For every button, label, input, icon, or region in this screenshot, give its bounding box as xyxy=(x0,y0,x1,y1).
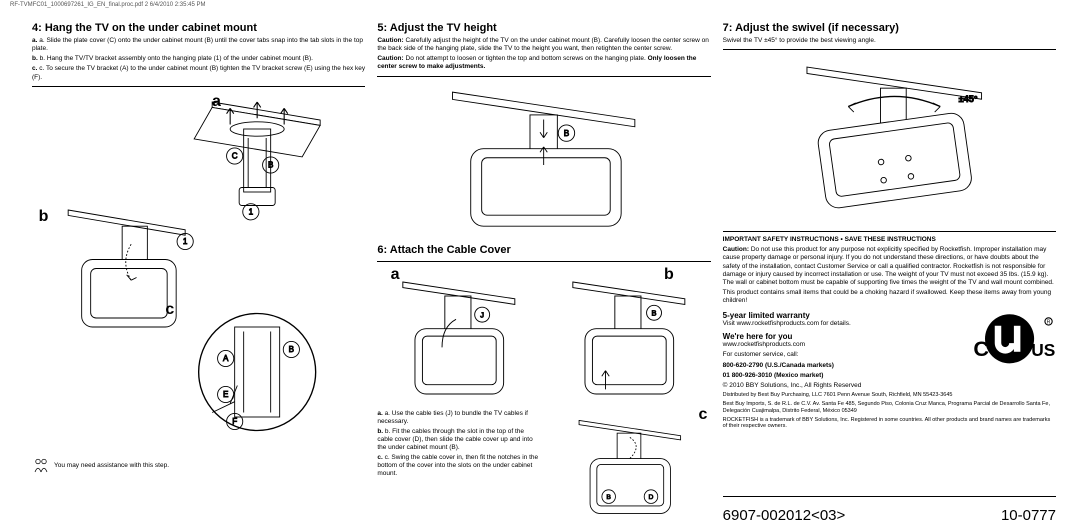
step6-title: 6: Attach the Cable Cover xyxy=(377,244,710,256)
phone-mx: 01 800-926-3010 (Mexico market) xyxy=(723,372,1056,380)
svg-text:B: B xyxy=(268,160,273,169)
file-path: RF-TVMFC01_1000697261_IG_EN_final.proc.p… xyxy=(10,2,205,14)
figure-6-top: J B a b xyxy=(377,268,710,408)
step4-b: b. b. Hang the TV/TV bracket assembly on… xyxy=(32,55,365,63)
two-people-icon xyxy=(32,457,50,475)
safety-text2: This product contains small items that c… xyxy=(723,289,1056,305)
warranty-block: C US R 5-year limited warranty Visit www… xyxy=(723,307,1056,432)
figure-4: B C 1 1 xyxy=(32,93,365,453)
step6-text: a. a. Use the cable ties (J) to bundle t… xyxy=(377,410,539,481)
column-2: 5: Adjust the TV height Caution: Careful… xyxy=(377,22,710,524)
safety-text1: Caution: Do not use this product for any… xyxy=(723,246,1056,287)
rule xyxy=(723,49,1056,50)
footer-right: 10-0777 xyxy=(1001,507,1056,524)
step4-c: c. c. To secure the TV bracket (A) to th… xyxy=(32,65,365,81)
step4-a: a. a. Slide the plate cover (C) onto the… xyxy=(32,37,365,53)
rule xyxy=(723,231,1056,232)
step7-sub: Swivel the TV ±45° to provide the best v… xyxy=(723,37,1056,45)
figure-5: B xyxy=(377,83,710,238)
ul-logo-icon: C US R xyxy=(966,307,1056,372)
svg-text:B: B xyxy=(652,308,657,317)
svg-text:J: J xyxy=(481,310,485,319)
angle-label: ±45° xyxy=(958,94,977,104)
svg-text:F: F xyxy=(232,417,237,426)
svg-text:R: R xyxy=(1047,320,1051,326)
svg-text:E: E xyxy=(223,390,229,399)
footer: 6907-002012<03> 10-0777 xyxy=(723,505,1056,524)
svg-text:B: B xyxy=(606,494,611,501)
footer-left: 6907-002012<03> xyxy=(723,507,846,524)
rule xyxy=(377,76,710,77)
figure-7: ±45° xyxy=(723,56,1056,226)
rule xyxy=(377,261,710,262)
label-b: b xyxy=(664,266,674,284)
step5-title: 5: Adjust the TV height xyxy=(377,22,710,34)
svg-text:A: A xyxy=(223,354,229,363)
dist3: ROCKETFISH is a trademark of BBY Solutio… xyxy=(723,417,1056,431)
figure-6c: B D c xyxy=(549,412,711,522)
svg-text:C: C xyxy=(232,151,238,160)
safety-title: IMPORTANT SAFETY INSTRUCTIONS • SAVE THE… xyxy=(723,236,1056,244)
assist-note: You may need assistance with this step. xyxy=(32,457,365,475)
svg-text:1: 1 xyxy=(249,207,254,216)
label-a: a xyxy=(212,93,221,111)
step5-caution1: Caution: Carefully adjust the height of … xyxy=(377,37,710,53)
copyright: © 2010 BBY Solutions, Inc., All Rights R… xyxy=(723,382,1056,390)
rule xyxy=(723,496,1056,497)
step5-caution2: Caution: Do not attempt to loosen or tig… xyxy=(377,55,710,71)
svg-text:US: US xyxy=(1031,340,1055,360)
svg-text:1: 1 xyxy=(183,237,188,246)
dist2: Best Buy Imports, S. de R.L. de C.V. Av.… xyxy=(723,401,1056,415)
label-b: b xyxy=(39,208,49,226)
step7-title: 7: Adjust the swivel (if necessary) xyxy=(723,22,1056,34)
svg-text:D: D xyxy=(649,494,654,501)
dist1: Distributed by Best Buy Purchasing, LLC … xyxy=(723,392,1056,399)
step4-title: 4: Hang the TV on the under cabinet moun… xyxy=(32,22,365,34)
label-c: c xyxy=(165,301,174,319)
rule xyxy=(32,86,365,87)
column-3: 7: Adjust the swivel (if necessary) Swiv… xyxy=(723,22,1056,524)
safety-block: IMPORTANT SAFETY INSTRUCTIONS • SAVE THE… xyxy=(723,236,1056,307)
svg-text:B: B xyxy=(289,345,294,354)
column-1: 4: Hang the TV on the under cabinet moun… xyxy=(32,22,365,524)
label-c: c xyxy=(699,406,708,424)
svg-text:B: B xyxy=(564,128,570,137)
label-a: a xyxy=(391,266,400,284)
